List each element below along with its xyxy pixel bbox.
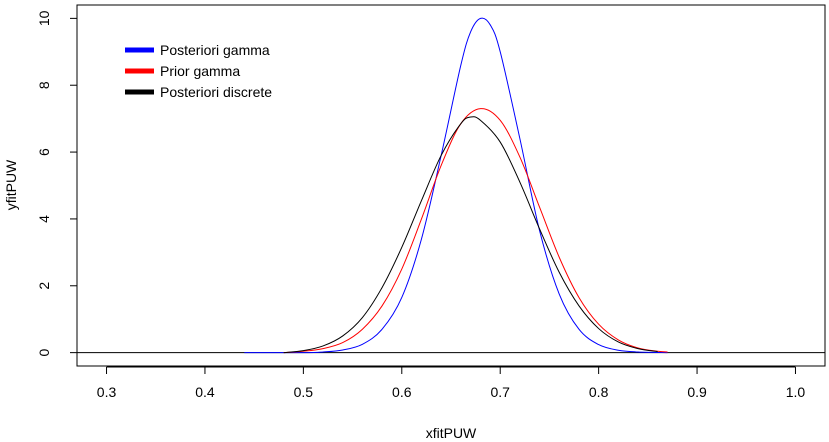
x-tick-label: 1.0 [786,384,806,400]
legend-label-3: Posteriori discrete [160,84,272,100]
legend: Posteriori gamma Prior gamma Posteriori di… [125,42,272,100]
x-axis-title: xfitPUW [426,425,477,441]
y-tick-label: 8 [36,81,52,89]
y-axis: 0 2 4 6 8 10 [36,10,78,357]
series-layer [77,17,825,354]
legend-label-1: Posteriori gamma [160,42,270,58]
series-line-2 [283,108,668,354]
series-line-3 [283,116,658,354]
x-tick-label: 0.5 [294,384,314,400]
x-tick-label: 0.7 [490,384,510,400]
x-tick-label: 0.4 [195,384,215,400]
y-tick-label: 10 [36,10,52,26]
x-tick-label: 0.9 [687,384,707,400]
y-tick-label: 6 [36,148,52,156]
x-axis: 0.3 0.4 0.5 0.6 0.7 0.8 0.9 1.0 [97,366,806,400]
y-tick-label: 2 [36,282,52,290]
series-line-1 [244,17,668,354]
y-tick-label: 4 [36,215,52,223]
legend-label-2: Prior gamma [160,63,240,79]
x-tick-label: 0.6 [392,384,412,400]
y-tick-label: 0 [36,349,52,357]
x-tick-label: 0.8 [589,384,609,400]
x-tick-label: 0.3 [97,384,117,400]
plot-frame [76,4,826,367]
y-axis-title: yfitPUW [3,159,19,210]
